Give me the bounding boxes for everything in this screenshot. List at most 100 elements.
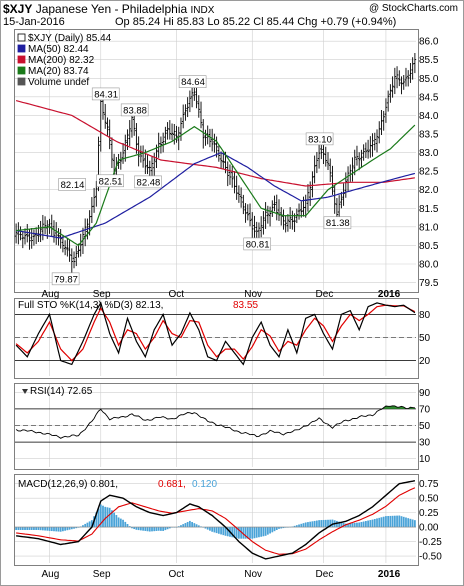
sto-panel [14,298,419,379]
legend-ma50: MA(50) 82.44 [28,44,89,55]
macd-histogram-bar [28,527,31,530]
macd-histogram-bar [302,523,305,528]
macd-histogram-bar [133,527,136,530]
macd-histogram-bar [235,527,238,539]
macd-histogram-bar [162,527,165,531]
macd-histogram-bar [50,527,53,532]
x-month-label-price: 2016 [378,289,401,300]
macd-histogram-bar [24,527,26,530]
macd-histogram-bar [329,519,332,528]
sto-k-line [15,301,416,366]
exchange-label: INDX [190,5,215,16]
price-annotation-box [58,178,86,191]
rsi-axis-tick-label: 30 [419,438,431,449]
macd-histogram-bar [380,517,383,528]
price-axis-tick-label: 83.5 [419,130,439,141]
macd-histogram-bar [238,527,240,539]
macd-histogram-bar [66,527,69,531]
x-month-label-price: Aug [42,289,60,300]
macd-histogram-bar [39,527,42,531]
macd-histogram-bar [135,527,138,530]
macd-histogram-bar [157,527,160,531]
rsi-axis-tick-label: 10 [419,454,431,465]
macd-histogram-bar [249,527,251,539]
price-annotation: 82.51 [99,176,123,187]
macd-histogram-bar [137,527,140,531]
macd-histogram-bar [275,527,278,530]
macd-histogram-bar [222,527,225,536]
ma20-line [16,124,416,247]
macd-histogram-bar [177,526,180,528]
legend-swatch [17,55,26,64]
macd-histogram-bar [251,527,254,539]
macd-histogram-bar [358,522,361,528]
macd-histogram-bar [224,527,227,536]
macd-histogram-bar [269,527,271,534]
macd-legend-hist: 0.120 [192,479,217,490]
macd-histogram-bar [26,527,29,530]
macd-histogram-bar [75,527,78,529]
rsi-panel [14,383,419,470]
macd-histogram-bar [139,527,142,531]
macd-histogram-bar [398,515,401,528]
price-annotation: 81.38 [326,218,350,229]
sto-axis-tick-label: 80 [419,310,431,321]
macd-histogram-bar [393,515,396,528]
macd-histogram-bar [315,520,318,528]
price-annotation-box [96,174,124,188]
price-annotation-box [134,175,162,189]
macd-histogram-bar [209,527,211,531]
macd-histogram-bar [233,527,236,538]
macd-histogram-bar [86,522,89,528]
macd-histogram-bar [391,515,394,528]
macd-histogram-bar [213,527,216,533]
macd-histogram-bar [266,527,269,535]
macd-histogram-bar [405,517,407,528]
macd-histogram-bar [273,527,276,532]
macd-histogram-bar [255,527,258,538]
macd-histogram-bar [184,523,187,528]
price-axis-tick-label: 86.0 [419,37,439,48]
sto-axis-tick-label: 20 [419,356,431,367]
macd-histogram-bar [19,527,22,530]
macd-histogram-bar [347,523,349,528]
macd-histogram-bar [215,527,218,534]
instrument-name: Japanese Yen - Philadelphia [35,2,188,16]
macd-histogram-bar [331,519,334,528]
price-axis-tick-label: 81.0 [419,222,439,233]
macd-legend-signal: 0.681, [158,479,186,490]
x-month-label-macd: Dec [316,569,334,580]
macd-histogram-bar [204,527,207,529]
sto-d-line [15,304,416,362]
macd-histogram-bar [231,527,234,538]
price-axis-tick-label: 83.0 [419,148,439,159]
macd-histogram-bar [242,527,245,539]
macd-histogram-bar [353,522,356,528]
macd-histogram-bar [57,527,60,532]
ma50-line [16,151,416,239]
macd-histogram-bar [111,510,113,528]
macd-histogram-bar [55,527,58,532]
macd-histogram-bar [342,522,345,528]
rsi-axis-tick-label: 90 [419,388,431,399]
macd-histogram-bar [244,527,247,539]
macd-histogram-bar [409,518,412,528]
sto-axis-tick-label: 50 [419,333,431,344]
legend-swatch [17,77,26,86]
macd-histogram-bar [95,512,98,528]
price-annotation-box [178,75,207,88]
macd-histogram-bar [322,519,325,528]
macd-histogram-bar [217,527,220,534]
price-annotation: 82.14 [61,180,85,191]
macd-histogram-bar [144,527,147,531]
macd-line [16,480,416,560]
rsi-axis-tick-label: 50 [419,421,431,432]
macd-histogram-bar [351,523,354,528]
macd-histogram-bar [396,515,398,528]
macd-axis-tick-label: 0.00 [419,523,439,534]
macd-histogram-bar [413,520,416,528]
rsi-line [15,405,415,439]
macd-histogram-bar [307,522,309,528]
macd-histogram-bar [260,527,263,537]
